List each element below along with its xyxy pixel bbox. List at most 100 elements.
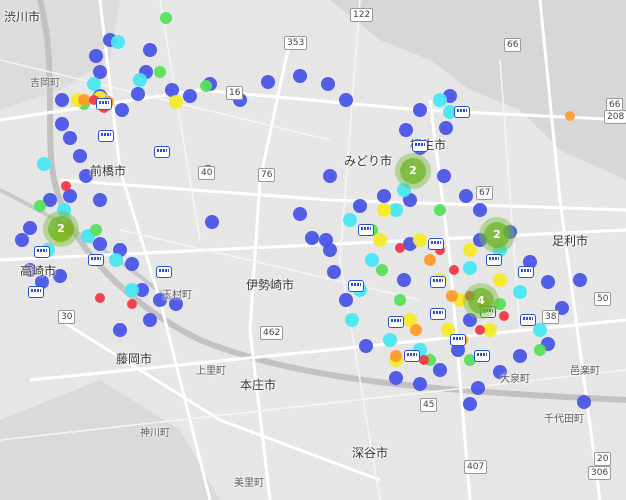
activity-point[interactable] <box>565 111 575 121</box>
activity-point[interactable] <box>37 157 51 171</box>
activity-point[interactable] <box>125 283 139 297</box>
activity-point[interactable] <box>493 273 507 287</box>
activity-point[interactable] <box>389 203 403 217</box>
activity-point[interactable] <box>200 80 212 92</box>
activity-point[interactable] <box>534 344 546 356</box>
activity-point[interactable] <box>127 299 137 309</box>
route-point[interactable] <box>23 263 37 277</box>
activity-point[interactable] <box>419 355 429 365</box>
route-point[interactable] <box>339 293 353 307</box>
route-point[interactable] <box>413 377 427 391</box>
route-point[interactable] <box>321 77 335 91</box>
activity-point[interactable] <box>463 261 477 275</box>
route-point[interactable] <box>339 93 353 107</box>
route-point[interactable] <box>359 339 373 353</box>
activity-point[interactable] <box>397 183 411 197</box>
route-point[interactable] <box>493 365 507 379</box>
activity-point[interactable] <box>90 224 102 236</box>
activity-point[interactable] <box>413 233 427 247</box>
route-point[interactable] <box>463 313 477 327</box>
route-point[interactable] <box>205 215 219 229</box>
route-point[interactable] <box>43 193 57 207</box>
activity-point[interactable] <box>483 323 497 337</box>
route-point[interactable] <box>113 323 127 337</box>
route-point[interactable] <box>577 395 591 409</box>
route-point[interactable] <box>473 233 487 247</box>
route-point[interactable] <box>323 169 337 183</box>
bus-stop-icon[interactable] <box>428 238 444 250</box>
route-point[interactable] <box>93 237 107 251</box>
route-point[interactable] <box>93 65 107 79</box>
cluster-marker[interactable]: 4 <box>468 288 494 314</box>
activity-point[interactable] <box>449 265 459 275</box>
bus-stop-icon[interactable] <box>388 316 404 328</box>
route-point[interactable] <box>293 69 307 83</box>
activity-point[interactable] <box>403 313 417 327</box>
route-point[interactable] <box>143 43 157 57</box>
bus-stop-icon[interactable] <box>358 224 374 236</box>
activity-point[interactable] <box>434 204 446 216</box>
activity-point[interactable] <box>95 293 105 303</box>
route-point[interactable] <box>89 49 103 63</box>
cluster-marker[interactable]: 2 <box>400 158 426 184</box>
activity-point[interactable] <box>513 285 527 299</box>
activity-point[interactable] <box>433 93 447 107</box>
route-point[interactable] <box>35 275 49 289</box>
activity-point[interactable] <box>499 311 509 321</box>
route-point[interactable] <box>305 231 319 245</box>
bus-stop-icon[interactable] <box>96 98 112 110</box>
activity-point[interactable] <box>160 12 172 24</box>
activity-point[interactable] <box>390 350 402 362</box>
bus-stop-icon[interactable] <box>88 254 104 266</box>
route-point[interactable] <box>459 189 473 203</box>
activity-point[interactable] <box>410 324 422 336</box>
route-point[interactable] <box>471 381 485 395</box>
route-point[interactable] <box>125 257 139 271</box>
route-point[interactable] <box>115 103 129 117</box>
route-point[interactable] <box>131 87 145 101</box>
route-point[interactable] <box>399 123 413 137</box>
activity-point[interactable] <box>87 77 101 91</box>
bus-stop-icon[interactable] <box>412 140 428 152</box>
activity-point[interactable] <box>345 313 359 327</box>
activity-point[interactable] <box>169 95 183 109</box>
route-point[interactable] <box>451 343 465 357</box>
activity-point[interactable] <box>533 323 547 337</box>
activity-point[interactable] <box>446 290 458 302</box>
bus-stop-icon[interactable] <box>154 146 170 158</box>
bus-stop-icon[interactable] <box>28 286 44 298</box>
route-point[interactable] <box>169 297 183 311</box>
route-point[interactable] <box>293 207 307 221</box>
activity-point[interactable] <box>343 213 357 227</box>
activity-point[interactable] <box>441 323 455 337</box>
route-point[interactable] <box>437 169 451 183</box>
activity-point[interactable] <box>475 325 485 335</box>
activity-point[interactable] <box>443 105 457 119</box>
route-point[interactable] <box>573 273 587 287</box>
route-point[interactable] <box>541 275 555 289</box>
cluster-marker[interactable]: 2 <box>48 216 74 242</box>
bus-stop-icon[interactable] <box>430 308 446 320</box>
route-point[interactable] <box>53 269 67 283</box>
bus-stop-icon[interactable] <box>450 334 466 346</box>
activity-point[interactable] <box>57 203 71 217</box>
route-point[interactable] <box>93 193 107 207</box>
route-point[interactable] <box>353 199 367 213</box>
route-point[interactable] <box>319 233 333 247</box>
activity-point[interactable] <box>78 94 90 106</box>
route-point[interactable] <box>439 121 453 135</box>
activity-point[interactable] <box>394 294 406 306</box>
route-point[interactable] <box>135 283 149 297</box>
route-point[interactable] <box>261 75 275 89</box>
route-point[interactable] <box>523 255 537 269</box>
route-point[interactable] <box>165 83 179 97</box>
cluster-marker[interactable]: 2 <box>484 222 510 248</box>
activity-point[interactable] <box>424 254 436 266</box>
activity-point[interactable] <box>111 35 125 49</box>
activity-point[interactable] <box>377 203 391 217</box>
route-point[interactable] <box>433 363 447 377</box>
activity-point[interactable] <box>463 243 477 257</box>
route-point[interactable] <box>377 189 391 203</box>
activity-point[interactable] <box>395 243 405 253</box>
bus-stop-icon[interactable] <box>454 106 470 118</box>
